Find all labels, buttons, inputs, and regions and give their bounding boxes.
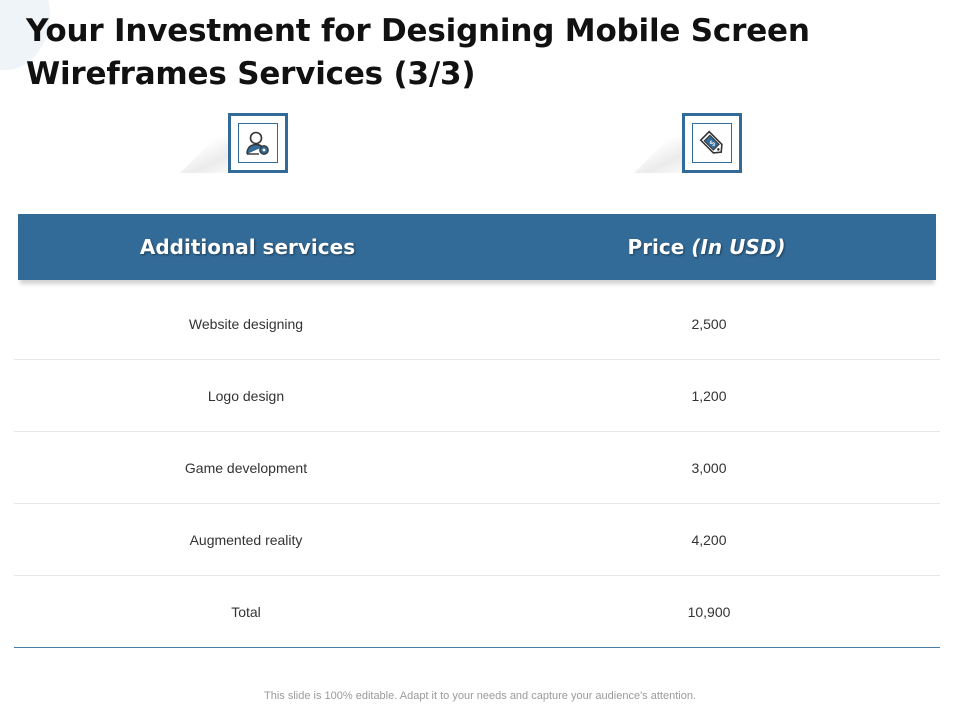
services-icon-box (180, 113, 288, 173)
header-price: Price (In USD) (477, 235, 936, 259)
total-row: Total 10,900 (14, 576, 940, 648)
user-settings-icon (238, 123, 278, 163)
pricing-table-body: Website designing 2,500 Logo design 1,20… (14, 288, 940, 648)
price-cell: 1,200 (691, 387, 727, 404)
svg-text:$: $ (707, 138, 717, 148)
price-cell: 4,200 (691, 531, 727, 548)
header-price-unit: (In USD) (691, 235, 786, 259)
price-icon-box: $ (634, 113, 742, 173)
table-row: Website designing 2,500 (14, 288, 940, 360)
price-cell: 2,500 (691, 315, 727, 332)
total-value: 10,900 (687, 603, 731, 620)
price-cell: 3,000 (691, 459, 727, 476)
price-tag-icon: $ (692, 123, 732, 163)
table-header: Additional services Price (In USD) (18, 214, 936, 280)
footer-note: This slide is 100% editable. Adapt it to… (264, 690, 696, 702)
service-cell: Website designing (188, 315, 304, 332)
icon-frame (228, 113, 288, 173)
header-price-label: Price (627, 235, 685, 259)
total-label: Total (231, 603, 261, 620)
icon-frame: $ (682, 113, 742, 173)
service-cell: Augmented reality (189, 531, 303, 548)
service-cell: Logo design (207, 387, 285, 404)
header-services: Additional services (139, 235, 356, 259)
page-title: Your Investment for Designing Mobile Scr… (26, 13, 810, 92)
service-cell: Game development (184, 459, 308, 476)
table-row: Logo design 1,200 (14, 360, 940, 432)
table-row: Augmented reality 4,200 (14, 504, 940, 576)
table-row: Game development 3,000 (14, 432, 940, 504)
